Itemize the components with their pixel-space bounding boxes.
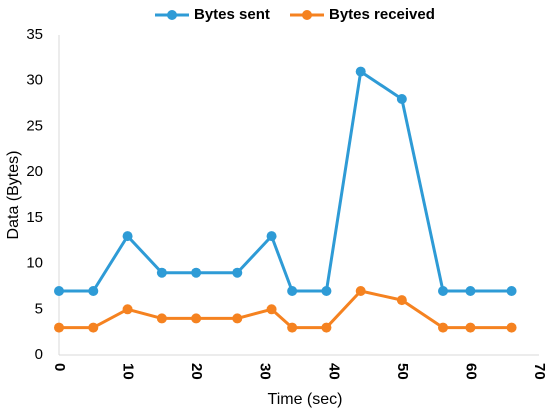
legend-item: Bytes received [290,6,435,23]
x-tick-label: 70 [531,363,548,380]
y-axis-ticks: 0 5 10 15 20 25 30 35 [26,26,43,363]
data-point [191,267,202,278]
x-tick-label: 20 [188,363,205,380]
y-tick-label: 20 [26,163,43,180]
data-point [465,286,476,296]
data-point [355,66,366,77]
x-tick-label: 10 [120,363,137,380]
legend: Bytes sent Bytes received [155,6,435,23]
legend-swatch-marker [167,10,177,20]
series-bytes-sent [54,66,517,296]
data-point [156,267,167,278]
series-bytes-received [54,286,517,333]
series-line [59,289,512,330]
data-point [287,286,298,296]
legend-label: Bytes received [329,6,435,23]
data-point [266,231,277,242]
x-axis-ticks: 0 10 20 30 40 50 60 70 [51,363,548,380]
y-axis-title: Data (Bytes) [5,151,22,240]
series-line [59,70,512,293]
data-point [287,322,298,333]
y-tick-label: 15 [26,209,43,226]
legend-swatch-marker [302,10,312,20]
legend-item: Bytes sent [155,6,270,23]
data-point [321,286,332,296]
data-point [54,286,64,296]
data-point [122,304,133,315]
data-point [321,322,332,333]
x-tick-label: 60 [462,363,479,380]
data-point [438,286,448,296]
data-point [266,304,277,315]
data-point [232,267,243,278]
data-point [232,313,243,324]
x-tick-label: 50 [394,363,411,380]
y-tick-label: 0 [35,346,43,363]
series-layer [54,66,517,333]
data-point [88,286,99,296]
y-tick-label: 30 [26,72,43,89]
x-tick-label: 40 [325,363,342,380]
legend-label: Bytes sent [194,6,270,23]
x-tick-label: 30 [257,363,274,380]
y-tick-label: 10 [26,255,43,272]
y-tick-label: 35 [26,26,43,43]
data-point [465,322,476,333]
data-point [122,231,133,242]
data-point [156,313,167,324]
x-axis-title: Time (sec) [268,391,343,408]
y-tick-label: 25 [26,117,43,134]
data-point [396,295,407,306]
data-point [355,286,366,296]
data-point [506,286,517,296]
data-point [438,322,448,333]
data-point [54,322,64,333]
data-point [396,94,407,104]
data-point [88,322,99,333]
data-point [506,322,517,333]
x-tick-label: 0 [51,363,68,371]
y-tick-label: 5 [35,300,43,317]
data-point [191,313,202,324]
